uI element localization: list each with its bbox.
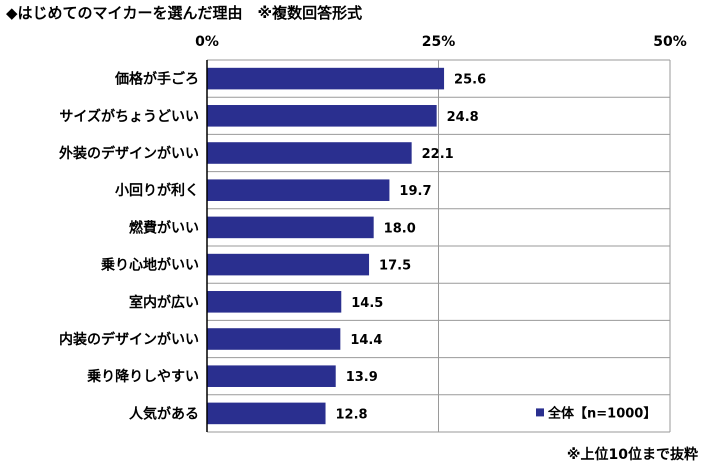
category-label: 人気がある [129,405,199,422]
data-label: 17.5 [379,259,411,274]
legend-label: 全体【n=1000】 [547,405,656,421]
chart-title: ◆はじめてのマイカーを選んだ理由 ※複数回答形式 [6,4,363,22]
bar [207,253,370,276]
bar [207,291,342,313]
data-label: 19.7 [399,184,431,199]
bar [207,142,412,164]
category-label: 価格が手ごろ [114,71,199,88]
category-label: サイズがちょうどいい [59,108,199,125]
data-label: 18.0 [384,221,416,236]
category-label: 乗り心地がいい [100,257,199,274]
data-label: 24.8 [447,110,479,125]
data-label: 14.5 [351,296,383,311]
data-label: 12.8 [336,407,368,422]
category-label: 外装のデザインがいい [59,145,199,162]
category-label: 小回りが利く [115,182,199,199]
footnote: ※上位10位まで抜粋 [566,447,698,463]
category-label: 燃費がいい [129,219,199,236]
category-label: 室内が広い [129,294,199,311]
data-label: 13.9 [346,370,378,385]
bar [207,365,336,387]
x-tick-label: 25% [422,34,456,50]
data-label: 22.1 [422,147,454,162]
bar [207,328,341,350]
bar [207,402,326,425]
bar [207,105,437,127]
data-label: 25.6 [454,73,486,88]
category-label: 乗り降りしやすい [86,368,199,385]
legend-swatch [536,408,544,417]
bar [207,67,445,90]
bar [207,179,390,201]
category-label: 内装のデザインがいい [59,331,199,348]
x-tick-label: 0% [195,34,219,50]
bar [207,216,374,239]
x-tick-label: 50% [653,34,687,50]
data-label: 14.4 [350,333,382,348]
